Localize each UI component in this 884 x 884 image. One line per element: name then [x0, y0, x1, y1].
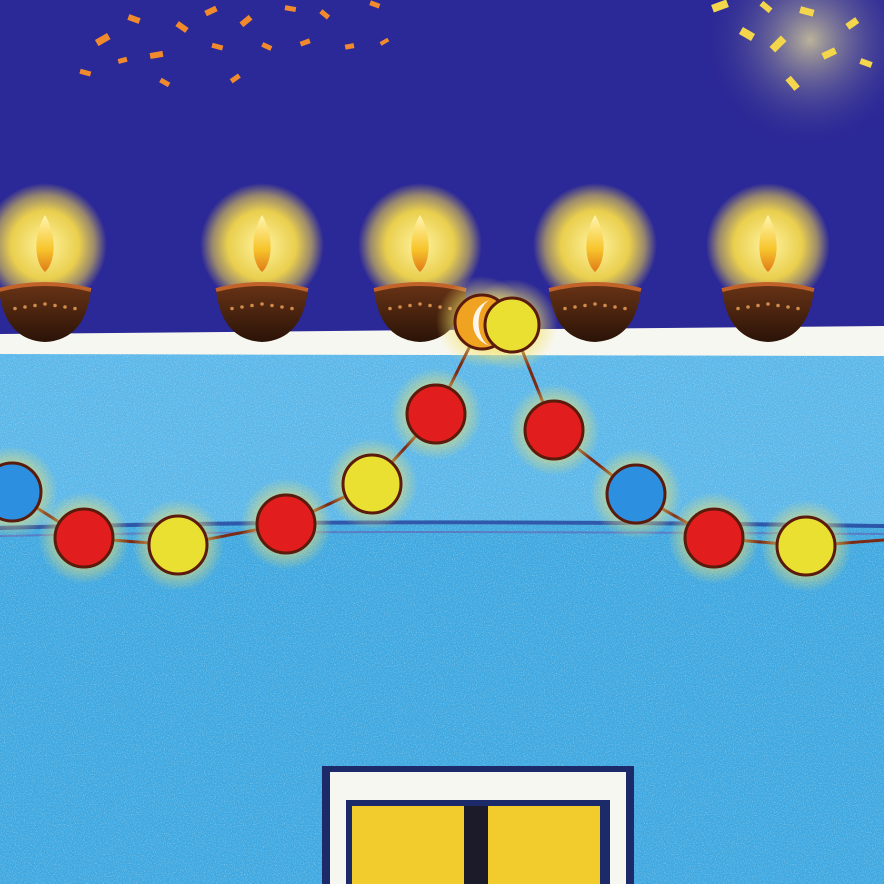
diya-3 [358, 183, 482, 342]
diya-dot [408, 303, 412, 308]
diya-dot [290, 306, 294, 311]
diya-dot [13, 306, 17, 311]
diya-dot [583, 303, 587, 308]
diya-dot [53, 303, 57, 308]
light-bulb [523, 399, 585, 461]
flame-icon [36, 215, 54, 272]
diya-dot [280, 305, 284, 309]
diya-bowl [216, 282, 308, 342]
diya-5 [706, 183, 830, 342]
diya-dot [776, 303, 780, 308]
diya-dot [33, 303, 37, 308]
diya-dot [23, 305, 27, 309]
diya-rim [548, 282, 642, 292]
light-bulb [147, 514, 209, 576]
diya-bowl [549, 282, 641, 342]
light-bulb [483, 296, 541, 354]
flame-icon [759, 215, 777, 272]
light-bulb [683, 507, 745, 569]
diya-dot [270, 303, 274, 308]
diya-bowl [722, 282, 814, 342]
diya-dot [260, 302, 264, 306]
diya-dot [240, 305, 244, 309]
diya-dot [613, 305, 617, 309]
diya-dot [796, 306, 800, 311]
fireworks-left [79, 0, 390, 88]
diya-rim [0, 282, 92, 292]
diya-dot [736, 306, 740, 311]
flame-icon [253, 215, 271, 272]
diya-dot [623, 306, 627, 311]
diya-dot [388, 306, 392, 311]
light-bulb [53, 507, 115, 569]
window-pane-right [488, 806, 600, 884]
flame-icon [586, 215, 604, 272]
diya-dot [43, 302, 47, 306]
diya-dot [563, 306, 567, 311]
flame-icon [411, 215, 429, 272]
light-bulb [255, 493, 317, 555]
diya-row [0, 183, 830, 342]
diya-bowl [0, 282, 91, 342]
window-pane-left [352, 806, 464, 884]
diya-dot [63, 305, 67, 309]
diya-dot [593, 302, 597, 306]
diya-dot [73, 306, 77, 311]
diya-dot [428, 303, 432, 308]
diya-dot [398, 305, 402, 309]
light-bulb [775, 515, 837, 577]
diya-dot [230, 306, 234, 311]
diya-rim [215, 282, 309, 292]
bulb-shine [472, 300, 490, 346]
light-bulb [605, 463, 667, 525]
diya-dot [756, 303, 760, 308]
diya-1 [0, 183, 107, 342]
diya-dot [766, 302, 770, 306]
light-bulb [0, 461, 43, 523]
diya-dot [746, 305, 750, 309]
diya-dot [250, 303, 254, 308]
diya-dot [603, 303, 607, 308]
diya-2 [200, 183, 324, 342]
diya-4 [533, 183, 657, 342]
diya-rim [721, 282, 815, 292]
diya-dot [418, 302, 422, 306]
light-bulb [341, 453, 403, 515]
fireworks-right [711, 0, 873, 91]
diya-dot [786, 305, 790, 309]
window [322, 766, 634, 884]
light-bulb [405, 383, 467, 445]
diya-dot [573, 305, 577, 309]
string-lights [0, 276, 884, 592]
